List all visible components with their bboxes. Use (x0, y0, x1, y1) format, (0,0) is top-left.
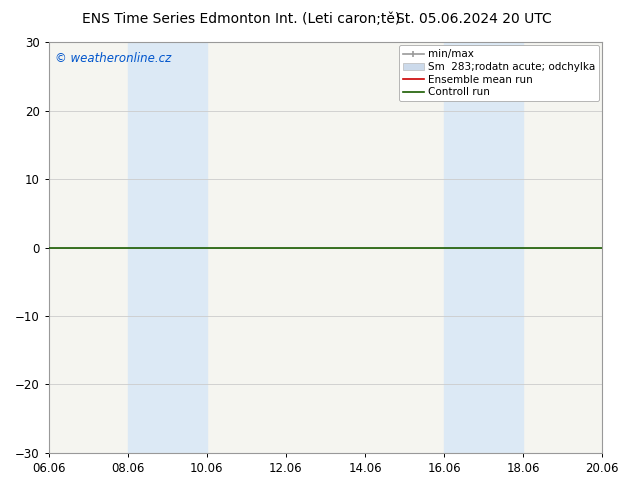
Text: ENS Time Series Edmonton Int. (Leti caron;tě): ENS Time Series Edmonton Int. (Leti caro… (82, 12, 401, 26)
Text: © weatheronline.cz: © weatheronline.cz (55, 52, 172, 65)
Text: St. 05.06.2024 20 UTC: St. 05.06.2024 20 UTC (396, 12, 552, 26)
Legend: min/max, Sm  283;rodatn acute; odchylka, Ensemble mean run, Controll run: min/max, Sm 283;rodatn acute; odchylka, … (399, 45, 599, 101)
Bar (128, 42, 207, 453)
Bar (444, 42, 523, 453)
